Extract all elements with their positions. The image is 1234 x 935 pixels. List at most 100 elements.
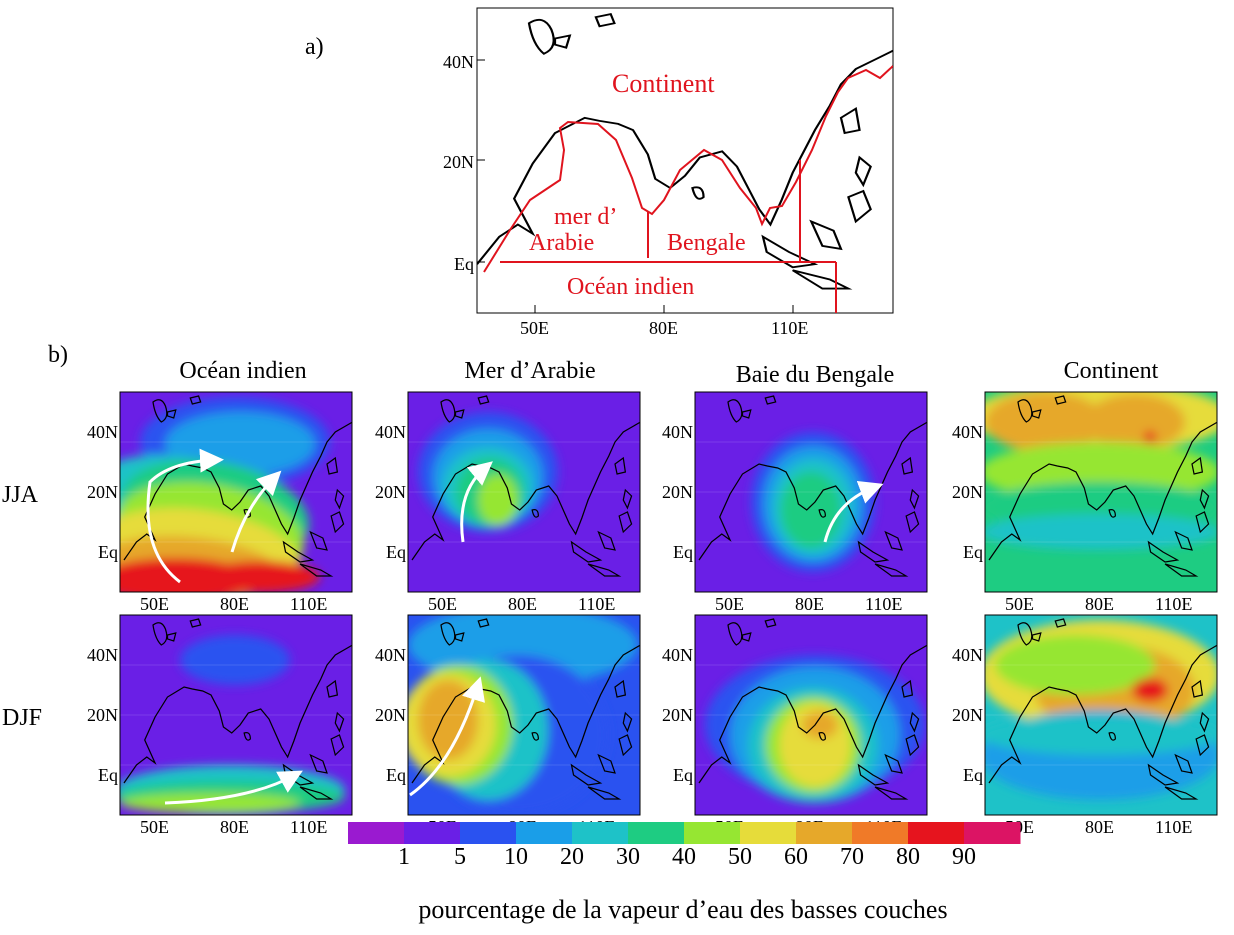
colorbar: 1 5 10 20 30 40 50 60 70 80 90 — [348, 822, 1021, 870]
lon-tick-label: 110E — [290, 594, 327, 614]
lat-tick-label: 40N — [375, 645, 406, 665]
contour-field — [418, 680, 478, 760]
colorbar-title: pourcentage de la vapeur d’eau des basse… — [418, 895, 947, 924]
region-boundaries — [483, 65, 893, 313]
colorbar-tick-label: 80 — [896, 844, 920, 870]
flow-arrow — [823, 481, 884, 543]
colorbar-swatch — [628, 822, 685, 844]
lat-tick-label: Eq — [386, 542, 406, 562]
region-label-bengal: Bengale — [667, 230, 746, 256]
flow-arrow — [460, 461, 493, 543]
region-label-indian-ocean: Océan indien — [567, 274, 694, 300]
colorbar-swatch — [516, 822, 573, 844]
lon-tick-label: 110E — [1155, 817, 1192, 837]
lon-tick-label: 110E — [578, 594, 615, 614]
colorbar-tick-label: 10 — [504, 844, 528, 870]
colorbar-tick-label: 20 — [560, 844, 584, 870]
region-label-arabian-2: Arabie — [529, 230, 594, 256]
lat-tick-label: 40N — [662, 645, 693, 665]
lon-tick-label: 80E — [795, 594, 824, 614]
row-label-djf: DJF — [2, 705, 42, 731]
lon-tick-label: 110E — [865, 594, 902, 614]
colorbar-swatch — [348, 822, 405, 844]
panel-a-label: a) — [305, 34, 324, 60]
contour-field — [120, 793, 300, 813]
colorbar-tick-label: 60 — [784, 844, 808, 870]
contour-field — [985, 715, 1217, 755]
lon-tick-label: 50E — [428, 594, 457, 614]
map-frame — [407, 614, 641, 816]
lon-tick-label: 50E — [140, 594, 169, 614]
lat-tick-label: 40N — [662, 422, 693, 442]
lat-tick-label: 20N — [662, 482, 693, 502]
lat-tick-label: 20N — [662, 705, 693, 725]
lon-tick-label: 80E — [508, 594, 537, 614]
lon-tick-label: 80E — [220, 817, 249, 837]
lon-tick-label: 110E — [1155, 594, 1192, 614]
lon-tick-label: 80E — [1085, 817, 1114, 837]
colorbar-swatch — [404, 822, 461, 844]
lat-tick-label: 20N — [375, 705, 406, 725]
contour-field — [1085, 394, 1185, 450]
map-frame — [119, 391, 353, 593]
column-title-indian-ocean: Océan indien — [179, 358, 306, 384]
lat-tick-label: Eq — [98, 765, 118, 785]
panel-a-map — [477, 12, 893, 313]
lon-tick-label: 110E — [290, 817, 327, 837]
lon-tick-label: 50E — [140, 817, 169, 837]
contour-field — [781, 472, 841, 548]
lat-tick-label: 40N — [87, 422, 118, 442]
column-title-bay-of-bengal: Baie du Bengale — [736, 362, 895, 388]
panel-a-lat-20n: 20N — [443, 152, 474, 172]
panel-a-frame — [476, 7, 894, 314]
lat-tick-label: 40N — [952, 422, 983, 442]
colorbar-swatch — [460, 822, 517, 844]
contour-field — [985, 392, 1105, 452]
colorbar-swatch — [852, 822, 909, 844]
lat-tick-label: 40N — [87, 645, 118, 665]
column-title-continent: Continent — [1064, 358, 1159, 384]
lat-tick-label: 20N — [375, 482, 406, 502]
lon-tick-label: 80E — [1085, 594, 1114, 614]
map-frame — [694, 391, 928, 593]
flow-arrow — [409, 676, 485, 797]
colorbar-swatch — [964, 822, 1021, 844]
lat-tick-label: Eq — [673, 765, 693, 785]
colorbar-swatch — [740, 822, 797, 844]
region-label-arabian-1: mer d’ — [554, 204, 617, 230]
flow-arrow — [146, 448, 224, 584]
map-panel: 40N 20N Eq 50E 80E 110E — [87, 614, 353, 837]
lat-tick-label: Eq — [386, 765, 406, 785]
lat-tick-label: Eq — [98, 542, 118, 562]
colorbar-tick-label: 90 — [952, 844, 976, 870]
map-frame — [984, 614, 1218, 816]
region-label-continent: Continent — [612, 69, 715, 98]
colorbar-tick-label: 5 — [454, 844, 466, 870]
lon-tick-label: 50E — [715, 594, 744, 614]
contour-field — [200, 561, 320, 592]
contour-field — [995, 635, 1155, 695]
panel-a-ticks — [477, 59, 794, 313]
lat-tick-label: 40N — [375, 422, 406, 442]
panel-a-lat-eq: Eq — [454, 254, 474, 274]
map-grid: 40N 20N Eq 50E 80E 110E 40N 20N Eq 50E 80E 110E 40N 2… — [87, 391, 1218, 837]
row-label-jja: JJA — [2, 482, 39, 508]
panel-b-label: b) — [48, 342, 68, 368]
lat-tick-label: 20N — [87, 705, 118, 725]
panel-a-lon-110e: 110E — [771, 318, 808, 338]
colorbar-tick-label: 40 — [672, 844, 696, 870]
contour-field — [802, 711, 838, 739]
colorbar-tick-label: 50 — [728, 844, 752, 870]
lat-tick-label: 20N — [952, 705, 983, 725]
panel-a: a) 40N 20N Eq 50E 80E 110E Contine — [305, 7, 894, 338]
contour-field — [1144, 431, 1156, 443]
contour-field — [478, 474, 518, 526]
colorbar-swatch — [572, 822, 629, 844]
lon-tick-label: 80E — [220, 594, 249, 614]
lat-tick-label: Eq — [963, 542, 983, 562]
map-frame — [407, 391, 641, 593]
lat-tick-label: Eq — [673, 542, 693, 562]
map-frame — [694, 614, 928, 816]
